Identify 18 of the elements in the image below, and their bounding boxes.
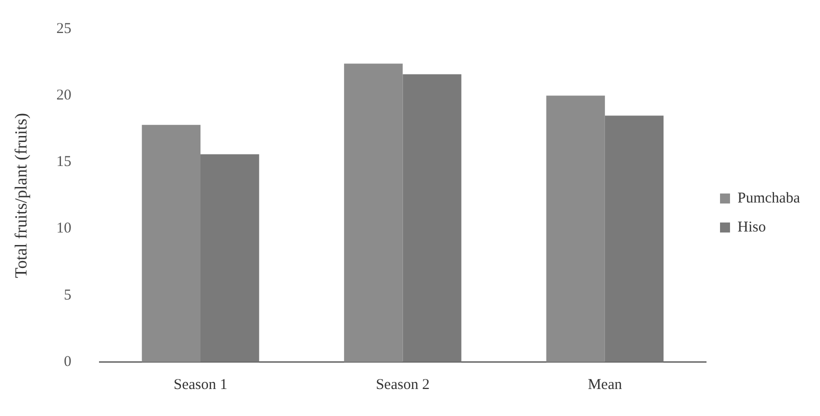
x-tick-label: Season 1 <box>174 376 228 393</box>
y-axis-title: Total fruits/plant (fruits) <box>12 113 31 278</box>
bar <box>142 124 201 362</box>
legend-label: Pumchaba <box>738 190 800 206</box>
y-tick-label: 20 <box>56 88 72 104</box>
bar <box>344 64 403 362</box>
legend-label: Hiso <box>738 219 766 236</box>
bar <box>604 116 664 362</box>
y-tick-label: 10 <box>56 220 72 237</box>
y-tick-label: 5 <box>64 287 72 304</box>
y-tick-label: 25 <box>56 20 72 37</box>
bar <box>200 154 260 362</box>
bar <box>402 74 462 362</box>
y-tick-label: 15 <box>56 154 72 170</box>
x-tick-label: Season 2 <box>376 376 430 393</box>
x-tick-label: Mean <box>588 376 622 393</box>
y-tick-label: 0 <box>64 354 72 370</box>
bar <box>546 96 605 362</box>
